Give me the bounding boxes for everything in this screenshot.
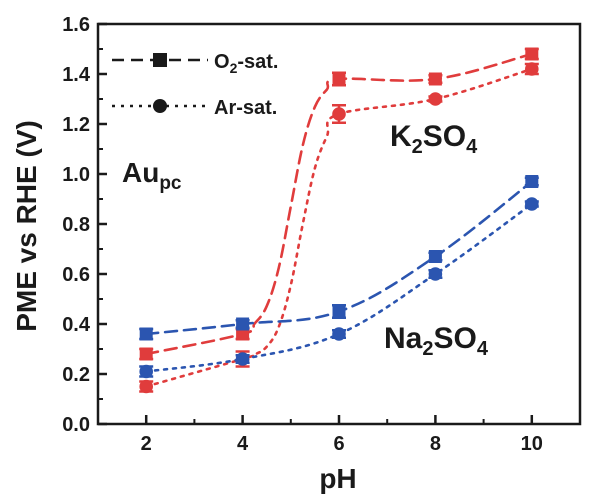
data-point <box>524 47 539 61</box>
legend-label-rest: -sat. <box>237 51 278 73</box>
data-point <box>524 197 539 211</box>
legend-square-marker <box>153 53 167 67</box>
data-point <box>235 352 250 366</box>
circle-marker <box>332 107 346 121</box>
na2so4-annotation-part2: SO <box>433 322 476 355</box>
square-marker <box>428 250 442 263</box>
data-point <box>524 62 539 76</box>
circle-marker <box>332 327 346 341</box>
x-tick-label-4: 4 <box>237 433 249 455</box>
y-axis-label: PME vs RHE (V) <box>11 120 42 332</box>
legend: O2-sat. Ar-sat. <box>112 51 278 119</box>
data-point <box>139 327 154 341</box>
na2so4-annotation-sub2: 4 <box>477 338 489 360</box>
k2so4-annotation-sub1: 2 <box>412 136 423 158</box>
data-point <box>524 175 539 188</box>
y-tick-label-1.0: 1.0 <box>62 164 90 186</box>
data-point <box>332 104 346 124</box>
x-tick-label-8: 8 <box>430 433 441 455</box>
na2so4-annotation-part1: Na <box>384 322 423 355</box>
x-tick-label-10: 10 <box>521 433 543 455</box>
square-marker <box>236 317 250 331</box>
data-point <box>139 379 154 394</box>
na2so4-annotation: Na2SO4 <box>384 322 489 360</box>
square-marker <box>236 327 250 341</box>
legend-label-main: O <box>214 51 230 73</box>
circle-marker <box>525 62 539 76</box>
y-tick-label-0.2: 0.2 <box>62 364 90 386</box>
square-marker <box>525 175 539 188</box>
data-point <box>235 317 250 331</box>
data-point <box>332 71 346 87</box>
square-marker <box>139 327 153 341</box>
data-point <box>428 267 443 281</box>
x-tick-label-2: 2 <box>141 433 152 455</box>
data-point <box>428 250 443 263</box>
square-marker <box>428 72 442 86</box>
k2so4-annotation-sub2: 4 <box>466 136 478 158</box>
square-marker <box>525 47 539 61</box>
y-tick-label-0.8: 0.8 <box>62 214 90 236</box>
x-tick-label-6: 6 <box>333 433 344 455</box>
square-marker <box>139 347 153 361</box>
y-tick-label-1.2: 1.2 <box>62 114 90 136</box>
y-tick-label-0.4: 0.4 <box>62 314 91 336</box>
data-point <box>139 347 154 361</box>
k2so4-annotation: K2SO4 <box>390 120 478 158</box>
data-point <box>428 72 443 86</box>
y-tick-label-0.6: 0.6 <box>62 264 90 286</box>
legend-circle-marker <box>153 99 167 113</box>
legend-label-1: Ar-sat. <box>214 97 277 119</box>
data-point <box>139 364 154 379</box>
legend-label-main: Ar-sat. <box>214 97 277 119</box>
circle-marker <box>235 352 250 366</box>
electrode-annotation-main: Au <box>122 157 159 188</box>
circle-marker <box>428 92 443 106</box>
fit-curve-K2SO4-O2-sat. <box>144 52 534 356</box>
circle-marker <box>525 197 539 211</box>
circle-marker <box>139 379 153 394</box>
circle-marker <box>139 364 153 379</box>
data-point <box>332 327 346 341</box>
k2so4-annotation-part1: K <box>390 120 412 153</box>
data-point <box>332 304 346 319</box>
legend-label-sub: 2 <box>230 60 238 76</box>
legend-label-0: O2-sat. <box>214 51 278 76</box>
na2so4-annotation-sub1: 2 <box>422 338 433 360</box>
x-axis-label: pH <box>319 463 356 494</box>
square-marker <box>332 305 346 318</box>
circle-marker <box>428 267 443 281</box>
square-marker <box>332 72 346 86</box>
y-tick-label-0.0: 0.0 <box>62 414 90 436</box>
k2so4-annotation-part2: SO <box>423 120 466 153</box>
axis-ticks: 2 4 6 8 10 0.0 0.2 0.4 0.6 0.8 1.0 1.2 1.4 1.6 <box>62 14 543 455</box>
electrode-annotation: Aupc <box>122 157 182 194</box>
electrode-annotation-sub: pc <box>159 173 182 194</box>
fit-curve-K2SO4-Ar-sat. <box>144 67 534 388</box>
data-marks <box>139 47 539 394</box>
y-tick-label-1.6: 1.6 <box>62 14 90 36</box>
y-tick-label-1.4: 1.4 <box>62 64 91 86</box>
data-point <box>428 92 443 106</box>
